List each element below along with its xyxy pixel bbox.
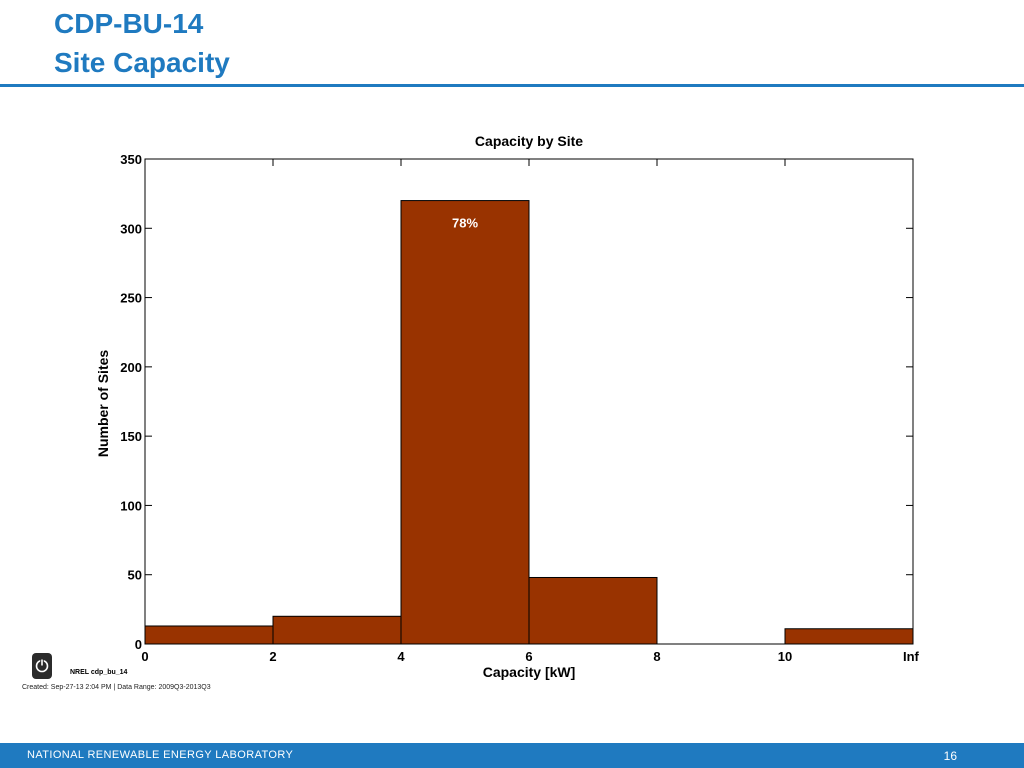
bar (784, 628, 914, 645)
x-tick-label: Inf (903, 649, 920, 664)
slide-title-line1: CDP-BU-14 (54, 8, 204, 39)
created-date: Created: Sep-27-13 2:04 PM | Data Range:… (22, 684, 211, 691)
title-divider (0, 84, 1024, 87)
footer-organization: NATIONAL RENEWABLE ENERGY LABORATORY (27, 749, 294, 761)
footer-bar: NATIONAL RENEWABLE ENERGY LABORATORY 16 (0, 743, 1024, 768)
x-tick-label: 0 (141, 649, 148, 664)
chart-source-tag: NREL cdp_bu_14 (70, 669, 128, 676)
y-tick-label: 0 (135, 637, 142, 652)
y-tick-label: 50 (128, 568, 142, 583)
page-number: 16 (943, 749, 957, 763)
slide-title: CDP-BU-14 Site Capacity (54, 4, 230, 82)
bar (400, 200, 530, 645)
y-tick-label: 250 (120, 291, 142, 306)
y-tick-label: 300 (120, 221, 142, 236)
bar (272, 615, 402, 645)
x-tick-label: 8 (653, 649, 660, 664)
chart-title: Capacity by Site (475, 133, 583, 149)
x-tick-label: 2 (269, 649, 276, 664)
x-tick-label: 10 (778, 649, 792, 664)
capacity-chart: 78% 0 50 100 150 200 250 300 350 0 2 4 6 8 10 Inf Capaci… (95, 133, 920, 680)
x-tick-label: 4 (397, 649, 405, 664)
bar (144, 625, 274, 645)
y-tick-label: 150 (120, 429, 142, 444)
x-axis-label: Capacity [kW] (483, 664, 576, 680)
power-icon (32, 653, 52, 679)
y-axis-label: Number of Sites (95, 350, 111, 458)
y-tick-label: 350 (120, 152, 142, 167)
bar-label: 78% (452, 216, 478, 231)
slide-title-line2: Site Capacity (54, 47, 230, 78)
bar (528, 576, 658, 645)
y-tick-label: 200 (120, 360, 142, 375)
x-tick-label: 6 (525, 649, 532, 664)
y-tick-label: 100 (120, 498, 142, 513)
